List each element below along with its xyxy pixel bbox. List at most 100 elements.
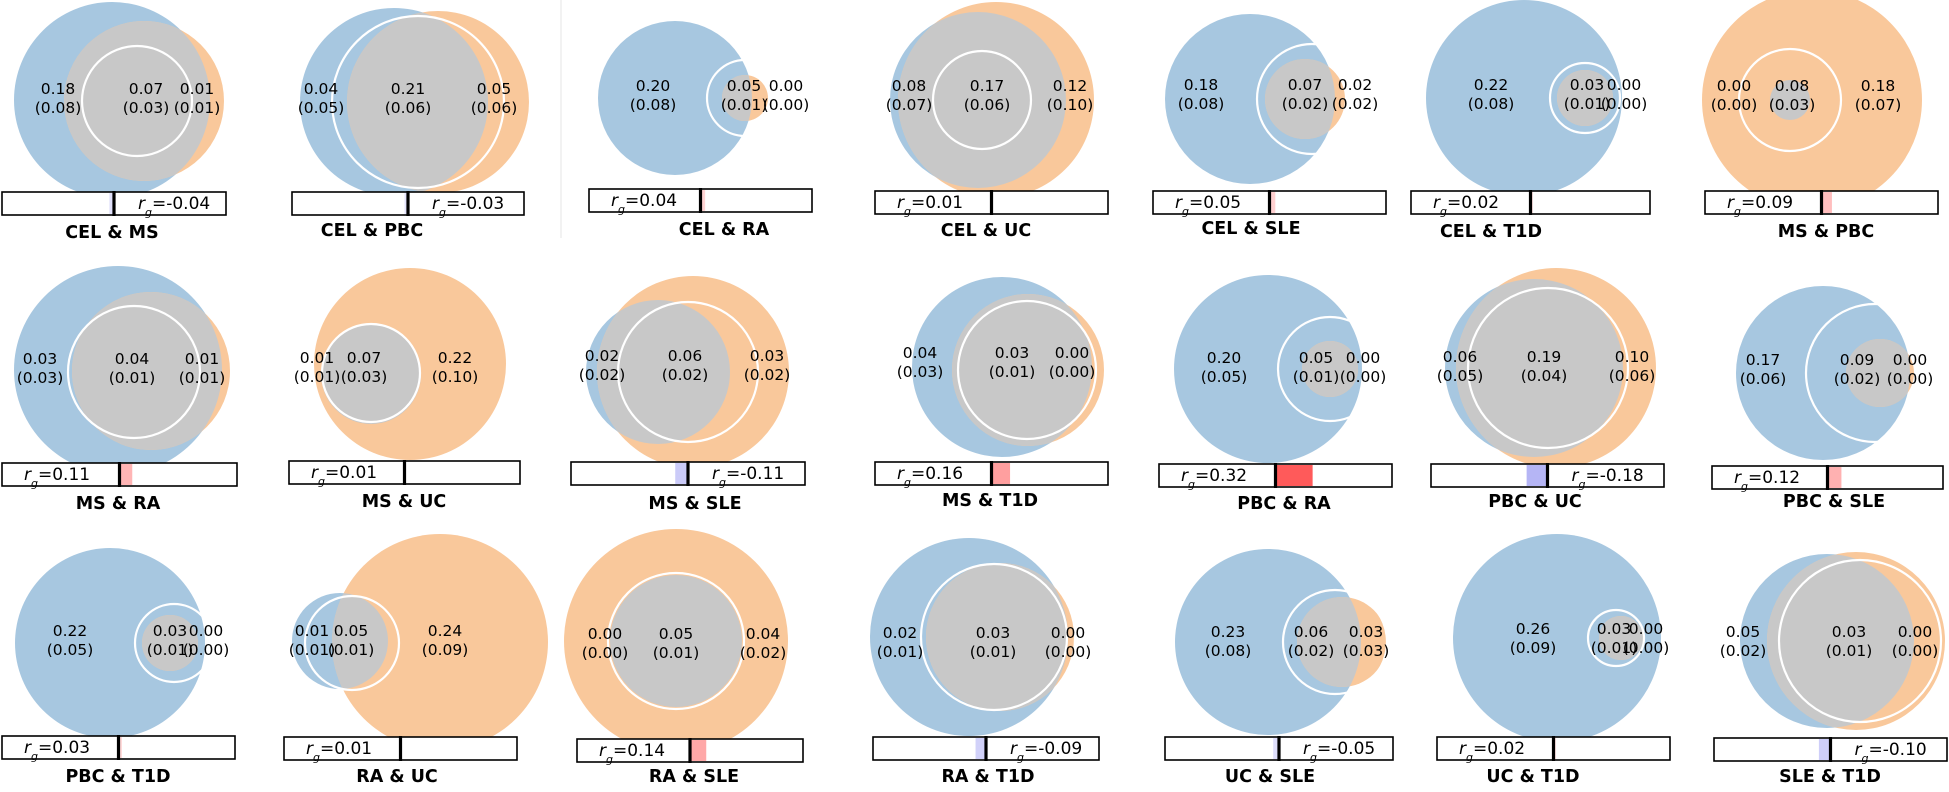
- left-value-label: 0.22: [53, 622, 88, 640]
- right-value-label: 0.01: [180, 80, 215, 98]
- right-se-label: (0.00): [1892, 642, 1939, 660]
- shared-circle-outline: [1466, 286, 1630, 450]
- left-value-label: 0.08: [892, 77, 927, 95]
- right-se-label: (0.00): [1601, 95, 1648, 113]
- shared-circle-outline: [1777, 558, 1943, 724]
- venn-panel: 0.18(0.08) 0.07(0.03) 0.01(0.01) rg=-0.04 CE…: [1, 2, 227, 243]
- shared-se-label: (0.01): [1826, 642, 1873, 660]
- right-value-label: 0.24: [428, 622, 463, 640]
- right-value-label: 0.05: [477, 80, 512, 98]
- rg-bar: rg=0.01: [874, 190, 1109, 218]
- shared-circle-outline: [606, 571, 746, 711]
- left-value-label: 0.02: [585, 347, 620, 365]
- venn-panel: 0.22(0.05) 0.03(0.01)0.00(0.00) rg=0.03 PBC…: [1, 548, 236, 787]
- venn-panel: 0.03(0.03)0.04(0.01)0.01(0.01)rg=0.11MS …: [1, 266, 238, 514]
- shared-circle-outline: [705, 58, 785, 138]
- rg-bar-fill: [991, 463, 1011, 484]
- shared-value-label: 0.03: [1570, 76, 1605, 94]
- rg-bar-fill: [975, 738, 986, 759]
- shared-value-label: 0.06: [1294, 623, 1329, 641]
- right-value-label: 0.00: [1055, 344, 1090, 362]
- shared-se-label: (0.02): [1288, 642, 1335, 660]
- shared-se-label: (0.01): [653, 644, 700, 662]
- rg-value-label: rg=0.32: [1181, 466, 1247, 491]
- right-value-label: 0.00: [769, 77, 804, 95]
- rg-value-label: rg=0.02: [1433, 193, 1499, 218]
- right-se-label: (0.07): [1855, 96, 1902, 114]
- right-se-label: (0.00): [183, 641, 230, 659]
- right-se-label: (0.02): [744, 366, 791, 384]
- left-value-label: 0.01: [295, 622, 330, 640]
- left-se-label: (0.08): [35, 99, 82, 117]
- rg-bar-fill: [119, 464, 133, 485]
- shared-circle-outline: [1804, 302, 1946, 444]
- left-se-label: (0.05): [298, 99, 345, 117]
- shared-se-label: (0.01): [1591, 639, 1638, 657]
- rg-value-label: rg=-0.09: [1010, 739, 1082, 764]
- shared-se-label: (0.01): [328, 641, 375, 659]
- shared-circle-outline: [80, 44, 194, 158]
- left-se-label: (0.05): [1201, 368, 1248, 386]
- right-value-label: 0.00: [1893, 351, 1928, 369]
- rg-bar: rg=0.01: [283, 736, 518, 764]
- shared-value-label: 0.07: [129, 80, 164, 98]
- panel-title: CEL & MS: [65, 223, 158, 243]
- venn-panel: 0.00(0.00) 0.08(0.03) 0.18(0.07) rg=0.09 MS …: [1702, 0, 1939, 242]
- rg-value-label: rg=-0.05: [1303, 739, 1375, 764]
- panel-title: CEL & T1D: [1440, 222, 1542, 242]
- shared-circle-outline: [1281, 588, 1389, 696]
- left-value-label: 0.20: [636, 77, 671, 95]
- left-se-label: (0.02): [579, 366, 626, 384]
- left-se-label: (0.01): [877, 643, 924, 661]
- rg-value-label: rg=0.12: [1734, 468, 1800, 493]
- shared-circle-outline: [931, 49, 1033, 151]
- panel-title: MS & UC: [362, 492, 447, 512]
- rg-value-label: rg=-0.03: [432, 194, 504, 219]
- rg-bar: rg=0.04: [588, 188, 813, 216]
- panel-title: CEL & PBC: [321, 221, 423, 241]
- shared-se-label: (0.01): [970, 643, 1017, 661]
- right-se-label: (0.00): [1887, 370, 1934, 388]
- rg-value-label: rg=0.09: [1727, 193, 1793, 218]
- venn-panel: 0.01(0.01) 0.07(0.03) 0.22(0.10) rg=0.01 MS …: [288, 268, 521, 512]
- rg-bar-fill: [1818, 739, 1831, 760]
- shared-value-label: 0.05: [1299, 349, 1334, 367]
- shared-region: [1767, 554, 1914, 728]
- rg-bar-fill: [1827, 467, 1842, 488]
- right-se-label: (0.10): [432, 368, 479, 386]
- left-trait-circle: [1165, 14, 1335, 184]
- rg-bar: rg=-0.09: [872, 736, 1100, 764]
- rg-bar-fill: [1821, 192, 1832, 213]
- shared-region: [1302, 341, 1358, 397]
- shared-se-label: (0.04): [1521, 367, 1568, 385]
- left-value-label: 0.26: [1516, 620, 1551, 638]
- rg-bar: rg=0.02: [1410, 190, 1651, 218]
- rg-bar: rg=0.11: [1, 462, 238, 490]
- right-trait-circle: [1702, 0, 1922, 210]
- venn-panel: 0.23(0.08) 0.06(0.02) 0.03(0.03) rg=-0.05 UC…: [1164, 549, 1394, 787]
- rg-value-label: rg=-0.11: [712, 464, 784, 489]
- panel-title: PBC & RA: [1237, 494, 1331, 514]
- right-value-label: 0.01: [185, 350, 220, 368]
- shared-se-label: (0.06): [385, 99, 432, 117]
- right-se-label: (0.02): [740, 644, 787, 662]
- rg-value-label: rg=0.01: [897, 193, 963, 218]
- rg-value-label: rg=0.02: [1459, 739, 1525, 764]
- rg-bar: rg=0.14: [576, 738, 804, 766]
- rg-bar: rg=0.03: [1, 735, 236, 763]
- right-se-label: (0.01): [179, 369, 226, 387]
- right-value-label: 0.00: [1898, 623, 1933, 641]
- rg-bar: rg=0.32: [1158, 463, 1393, 491]
- left-value-label: 0.03: [23, 350, 58, 368]
- right-value-label: 0.00: [1346, 349, 1381, 367]
- right-se-label: (0.00): [1045, 643, 1092, 661]
- right-se-label: (0.06): [471, 99, 518, 117]
- left-value-label: 0.04: [903, 344, 938, 362]
- left-se-label: (0.08): [630, 96, 677, 114]
- left-se-label: (0.00): [582, 644, 629, 662]
- shared-circle-outline: [66, 304, 202, 440]
- shared-circle-outline: [303, 594, 401, 692]
- right-se-label: (0.00): [1049, 363, 1096, 381]
- shared-value-label: 0.03: [153, 622, 188, 640]
- left-value-label: 0.06: [1443, 348, 1478, 366]
